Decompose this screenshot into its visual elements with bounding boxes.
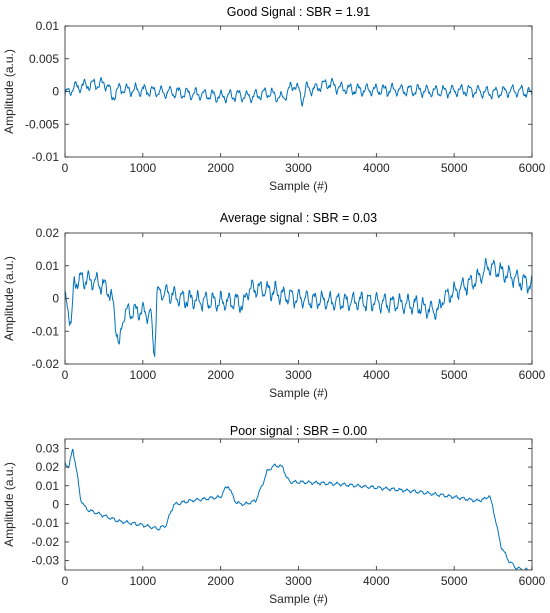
panel-average-signal: Average signal : SBR = 0.03 Sample (#) A… [2,211,546,400]
x-tick-label: 0 [62,161,69,175]
y-tick-label: 0.02 [36,460,60,474]
y-tick-label: 0.01 [36,479,60,493]
y-tick-label: -0.01 [32,324,60,338]
y-tick-label: -0.005 [25,117,59,131]
chart-title: Average signal : SBR = 0.03 [220,211,377,225]
x-tick-label: 3000 [285,161,312,175]
signal-line [65,257,532,357]
y-axis-label: Amplitude (a.u.) [2,462,16,547]
x-tick-label: 2000 [207,161,234,175]
signal-line [65,448,532,570]
y-tick-label: 0 [52,498,59,512]
panel-good-signal: Good Signal : SBR = 1.91 Sample (#) Ampl… [2,5,546,193]
x-tick-label: 6000 [519,368,546,382]
x-tick-label: 1000 [129,161,156,175]
x-tick-label: 2000 [207,574,234,588]
panel-poor-signal: Poor signal : SBR = 0.00 Sample (#) Ampl… [2,424,546,606]
x-axis-label: Sample (#) [269,386,328,400]
y-axis-label: Amplitude (a.u.) [2,49,16,134]
x-tick-label: 1000 [129,574,156,588]
axes-frame [64,25,533,158]
y-tick-label: -0.02 [32,535,60,549]
axes-frame [64,232,533,365]
y-tick-label: 0.01 [36,19,60,33]
axes-frame [64,438,533,571]
x-tick-label: 6000 [519,574,546,588]
x-tick-label: 0 [62,574,69,588]
x-tick-label: 6000 [519,161,546,175]
x-tick-label: 3000 [285,574,312,588]
y-tick-label: -0.03 [32,554,60,568]
chart-title: Good Signal : SBR = 1.91 [227,5,371,19]
signal-line [65,77,532,107]
chart-title: Poor signal : SBR = 0.00 [230,424,367,438]
x-tick-label: 5000 [441,368,468,382]
x-tick-label: 4000 [363,368,390,382]
y-tick-label: -0.01 [32,150,60,164]
x-tick-label: 0 [62,368,69,382]
x-tick-label: 1000 [129,368,156,382]
y-axis-label: Amplitude (a.u.) [2,256,16,341]
y-tick-label: 0.02 [36,226,60,240]
y-tick-label: 0 [52,85,59,99]
x-axis-label: Sample (#) [269,592,328,606]
y-tick-label: 0.03 [36,441,60,455]
x-axis-label: Sample (#) [269,179,328,193]
y-tick-label: 0 [52,292,59,306]
y-tick-label: 0.005 [29,52,59,66]
x-tick-label: 5000 [441,574,468,588]
y-tick-label: -0.02 [32,357,60,371]
x-tick-label: 2000 [207,368,234,382]
x-tick-label: 4000 [363,161,390,175]
y-tick-label: 0.01 [36,259,60,273]
x-tick-label: 5000 [441,161,468,175]
x-tick-label: 3000 [285,368,312,382]
x-tick-label: 4000 [363,574,390,588]
y-tick-label: -0.01 [32,516,60,530]
